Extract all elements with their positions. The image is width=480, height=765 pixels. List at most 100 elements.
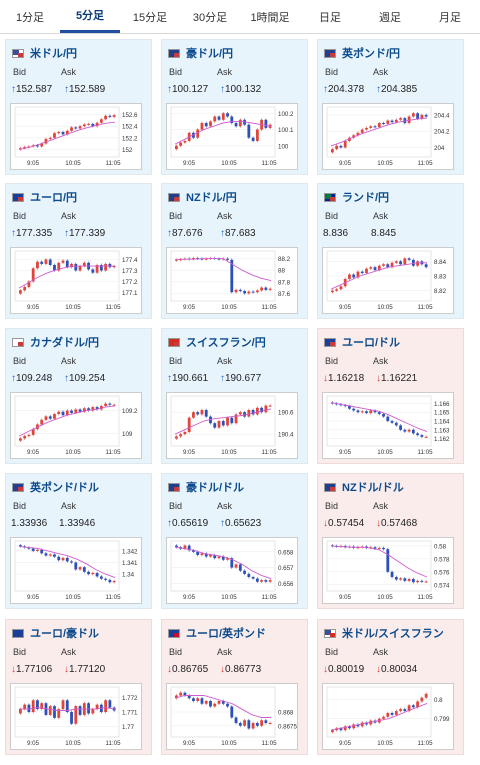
up-arrow-icon: ↑ bbox=[11, 84, 16, 95]
candle bbox=[390, 571, 394, 577]
candle bbox=[390, 421, 394, 423]
mini-chart[interactable]: 1.166 1.165 1.164 1.163 1.162 9:05 10:05 11:05 bbox=[322, 392, 454, 459]
tab-5[interactable]: 日足 bbox=[319, 11, 341, 24]
pair-link[interactable]: ユーロ/ドル bbox=[324, 334, 400, 350]
candle bbox=[335, 145, 339, 150]
candle bbox=[243, 412, 246, 417]
flag-icon bbox=[324, 192, 336, 202]
rate-card: 豪ドル/ドル Bid Ask ↑0.65619 ↑0.65623 0.658 0.657 0.… bbox=[161, 473, 308, 609]
candle bbox=[213, 703, 217, 707]
moving-average-line bbox=[330, 402, 428, 433]
candle bbox=[424, 264, 428, 268]
mini-chart[interactable]: 88.2 88 87.8 87.6 9:05 10:05 11:05 bbox=[166, 247, 298, 314]
tab-7[interactable]: 月足 bbox=[439, 11, 461, 24]
mini-chart[interactable]: 1.772 1.771 1.77 9:05 10:05 11:05 bbox=[10, 683, 142, 750]
x-tick-label: 10:05 bbox=[221, 160, 237, 167]
ask-value-group: ↑177.339 bbox=[64, 228, 105, 239]
candle bbox=[348, 137, 351, 141]
ask-value-group: ↑100.132 bbox=[220, 84, 261, 95]
mini-chart[interactable]: 100.2 100.1 100 9:05 10:05 11:05 bbox=[166, 103, 298, 170]
candle bbox=[424, 114, 428, 117]
x-tick-label: 10:05 bbox=[65, 160, 81, 167]
ask-value-group: ↓1.77120 bbox=[64, 664, 105, 675]
mini-chart[interactable]: 0.58 0.578 0.576 0.574 9:05 10:05 11:05 bbox=[322, 537, 454, 604]
mini-chart[interactable]: 152.6 152.4 152.2 152 9:05 10:05 11:05 bbox=[10, 103, 142, 170]
mini-chart[interactable]: 1.342 1.341 1.34 9:05 10:05 11:05 bbox=[10, 537, 142, 604]
pair-link[interactable]: ユーロ/英ポンド bbox=[168, 625, 266, 641]
tab-1[interactable]: 5分足 bbox=[60, 0, 120, 33]
plot-area bbox=[14, 395, 120, 447]
ask-label: Ask bbox=[217, 356, 233, 366]
ask-label: Ask bbox=[61, 211, 77, 221]
candle bbox=[192, 258, 195, 260]
candle bbox=[23, 436, 27, 439]
flag-icon bbox=[12, 628, 24, 638]
pair-link[interactable]: NZドル/ドル bbox=[324, 479, 404, 495]
pair-link[interactable]: 英ポンド/円 bbox=[324, 45, 400, 61]
tab-4[interactable]: 1時間足 bbox=[250, 11, 290, 24]
mini-chart[interactable]: 8.84 8.83 8.82 9:05 10:05 11:05 bbox=[322, 247, 454, 314]
tab-0[interactable]: 1分足 bbox=[15, 11, 45, 24]
y-tick-label: 1.162 bbox=[434, 436, 450, 443]
candle bbox=[27, 547, 31, 549]
candle bbox=[23, 147, 27, 149]
y-tick-label: 0.868 bbox=[278, 710, 294, 717]
tab-2[interactable]: 15分足 bbox=[132, 11, 168, 24]
pair-link[interactable]: NZドル/円 bbox=[168, 189, 237, 205]
candle bbox=[386, 549, 390, 572]
tab-6[interactable]: 週足 bbox=[379, 11, 401, 24]
candle bbox=[365, 268, 368, 274]
mini-chart[interactable]: 0.8 0.799 9:05 10:05 11:05 bbox=[322, 683, 454, 750]
mini-chart[interactable]: 190.6 190.4 9:05 10:05 11:05 bbox=[166, 392, 298, 459]
pair-link[interactable]: 米ドル/スイスフラン bbox=[324, 625, 444, 641]
moving-average-line bbox=[19, 707, 116, 711]
rate-card: 英ポンド/円 Bid Ask ↑204.378 ↑204.385 204.4 204.2 20… bbox=[317, 39, 464, 175]
candle bbox=[403, 709, 407, 712]
pair-link[interactable]: 英ポンド/ドル bbox=[12, 479, 99, 495]
candle bbox=[196, 412, 200, 415]
candle bbox=[78, 126, 82, 129]
x-tick-label: 9:05 bbox=[339, 449, 352, 456]
candle bbox=[61, 411, 65, 416]
y-tick-label: 1.342 bbox=[122, 548, 138, 555]
mini-chart[interactable]: 204.4 204.2 204 9:05 10:05 11:05 bbox=[322, 103, 454, 170]
candle bbox=[360, 129, 364, 133]
candle bbox=[82, 124, 86, 127]
y-tick-label: 8.83 bbox=[434, 274, 447, 281]
ask-value-group: ↑0.65623 bbox=[220, 518, 261, 529]
pair-link[interactable]: ユーロ/円 bbox=[12, 189, 77, 205]
pair-link[interactable]: 豪ドル/ドル bbox=[168, 479, 244, 495]
moving-average-line bbox=[174, 695, 271, 718]
pair-link[interactable]: スイスフラン/円 bbox=[168, 334, 266, 350]
candle bbox=[53, 554, 56, 557]
pair-link[interactable]: ランド/円 bbox=[324, 189, 389, 205]
candle bbox=[247, 573, 251, 577]
mini-chart[interactable]: 109.2 109 9:05 10:05 11:05 bbox=[10, 392, 142, 459]
pair-link[interactable]: 米ドル/円 bbox=[12, 45, 77, 61]
chart-svg: 109.2 109 9:05 10:05 11:05 bbox=[14, 395, 138, 456]
ask-value: 8.845 bbox=[371, 228, 397, 239]
pair-link[interactable]: 豪ドル/円 bbox=[168, 45, 233, 61]
candle bbox=[331, 290, 334, 293]
candle bbox=[209, 701, 212, 707]
candle bbox=[377, 547, 381, 549]
ask-value-group: ↑190.677 bbox=[220, 373, 261, 384]
x-tick-label: 10:05 bbox=[377, 740, 393, 747]
mini-chart[interactable]: 177.4 177.3 177.2 177.1 9:05 10:05 11:05 bbox=[10, 247, 142, 314]
candle bbox=[352, 274, 356, 278]
ask-label: Ask bbox=[373, 67, 389, 77]
mini-chart[interactable]: 0.658 0.657 0.656 9:05 10:05 11:05 bbox=[166, 537, 298, 604]
pair-link[interactable]: カナダドル/円 bbox=[12, 334, 99, 350]
candle bbox=[91, 572, 95, 575]
candle bbox=[221, 701, 225, 704]
pair-link[interactable]: ユーロ/豪ドル bbox=[12, 625, 99, 641]
candle bbox=[36, 700, 39, 710]
tab-3[interactable]: 30分足 bbox=[192, 11, 228, 24]
candle bbox=[19, 290, 22, 294]
y-tick-label: 204 bbox=[434, 145, 445, 152]
candle bbox=[40, 549, 44, 554]
mini-chart[interactable]: 0.868 0.8675 9:05 10:05 11:05 bbox=[166, 683, 298, 750]
up-arrow-icon: ↑ bbox=[167, 518, 172, 529]
chart-svg: 1.342 1.341 1.34 9:05 10:05 11:05 bbox=[14, 540, 138, 601]
ask-label: Ask bbox=[61, 647, 77, 657]
